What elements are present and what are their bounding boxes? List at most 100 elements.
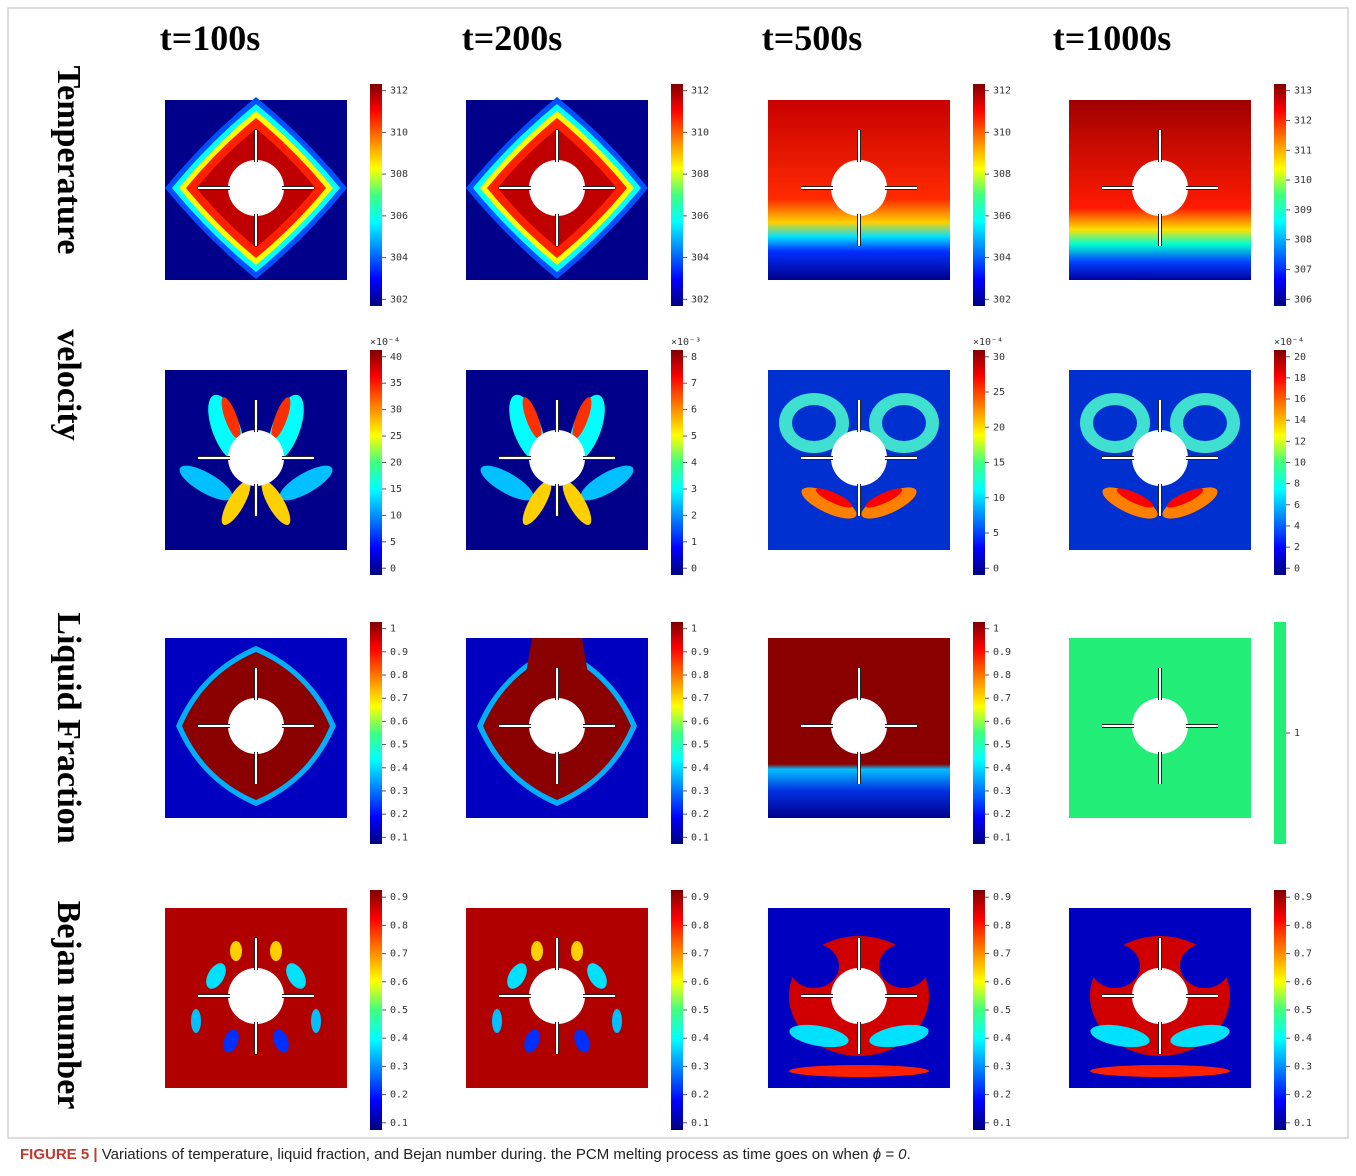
column-title: t=100s — [160, 18, 261, 58]
colorbar-tick-label: 0.8 — [1294, 920, 1312, 931]
colorbar-tick-label: 0.2 — [993, 1090, 1011, 1101]
colorbar-tick-label: 0.6 — [390, 977, 408, 988]
colorbar-tick-label: 0.5 — [993, 1005, 1011, 1016]
colorbar — [973, 350, 985, 575]
colorbar-tick-label: 35 — [390, 378, 402, 389]
colorbar-tick-label: 308 — [993, 169, 1011, 180]
colorbar-tick-label: 0.4 — [993, 1033, 1011, 1044]
colorbar-tick-label: 0.9 — [691, 647, 709, 658]
colorbar-tick-label: 8 — [691, 352, 697, 363]
colorbar-tick-label: 0.6 — [691, 716, 709, 727]
colorbar-tick-label: 10 — [390, 510, 402, 521]
heat-source — [833, 162, 885, 214]
colorbar-tick-label: 0.7 — [691, 949, 709, 960]
colorbar-tick-label: 313 — [1294, 86, 1312, 97]
colorbar-tick-label: 0.7 — [691, 693, 709, 704]
colorbar-tick-label: 5 — [993, 528, 999, 539]
colorbar-tick-label: 310 — [691, 127, 709, 138]
colorbar-tick-label: 2 — [691, 510, 697, 521]
field-feature — [1180, 944, 1230, 988]
contour-panel: ×10⁻⁴4035302520151050 — [165, 337, 402, 575]
colorbar — [1274, 350, 1286, 575]
colorbar-tick-label: 1 — [390, 624, 396, 635]
colorbar — [370, 890, 382, 1130]
colorbar — [671, 84, 683, 306]
field-feature — [792, 405, 836, 441]
heat-source — [230, 700, 282, 752]
colorbar — [1274, 622, 1286, 844]
colorbar-tick-label: 0.8 — [993, 920, 1011, 931]
colorbar-tick-label: 0.6 — [993, 716, 1011, 727]
colorbar-tick-label: 0.9 — [390, 647, 408, 658]
contour-panel: 313312311310309308307306 — [1069, 84, 1312, 306]
colorbar-exponent: ×10⁻⁴ — [1274, 337, 1304, 348]
colorbar-tick-label: 8 — [1294, 479, 1300, 490]
colorbar-tick-label: 0.7 — [993, 949, 1011, 960]
colorbar-tick-label: 5 — [390, 537, 396, 548]
heat-source — [1134, 700, 1186, 752]
colorbar-tick-label: 310 — [1294, 175, 1312, 186]
colorbar-tick-label: 310 — [993, 127, 1011, 138]
colorbar-tick-label: 302 — [390, 294, 408, 305]
colorbar-tick-label: 7 — [691, 378, 697, 389]
colorbar-tick-label: 306 — [1294, 294, 1312, 305]
colorbar-tick-label: 4 — [691, 458, 697, 469]
field-feature — [571, 941, 583, 961]
column-title: t=500s — [762, 18, 863, 58]
colorbar-tick-label: 311 — [1294, 145, 1312, 156]
colorbar-tick-label: 16 — [1294, 394, 1306, 405]
colorbar-tick-label: 1 — [691, 624, 697, 635]
colorbar-tick-label: 0.8 — [390, 920, 408, 931]
colorbar-tick-label: 14 — [1294, 415, 1306, 426]
colorbar-tick-label: 10 — [993, 493, 1005, 504]
colorbar-tick-label: 0.3 — [993, 1061, 1011, 1072]
colorbar-tick-label: 0.4 — [993, 763, 1011, 774]
colorbar-tick-label: 0.2 — [390, 809, 408, 820]
caption-math: ϕ = 0 — [873, 1146, 907, 1163]
colorbar-tick-label: 0.9 — [993, 892, 1011, 903]
colorbar-tick-label: 0.6 — [993, 977, 1011, 988]
colorbar — [973, 890, 985, 1130]
colorbar-tick-label: 0.4 — [691, 763, 709, 774]
field-feature — [789, 1065, 929, 1077]
contour-panel: ×10⁻³876543210 — [466, 337, 701, 575]
colorbar-tick-label: 302 — [691, 294, 709, 305]
colorbar — [973, 84, 985, 306]
heat-source — [1134, 162, 1186, 214]
colorbar-tick-label: 302 — [993, 294, 1011, 305]
heat-source — [833, 700, 885, 752]
field-feature — [191, 1009, 201, 1033]
figure: t=100st=200st=500st=1000sTemperaturevelo… — [0, 0, 1356, 1176]
colorbar-tick-label: 0.3 — [691, 1061, 709, 1072]
colorbar-tick-label: 0.5 — [691, 740, 709, 751]
contour-panel: 10.90.80.70.60.50.40.30.20.1 — [466, 622, 709, 844]
colorbar-tick-label: 0.9 — [390, 892, 408, 903]
colorbar-tick-label: 0.2 — [691, 1090, 709, 1101]
field-feature — [1090, 1065, 1230, 1077]
colorbar-tick-label: 0.8 — [993, 670, 1011, 681]
colorbar-tick-label: 0.7 — [390, 949, 408, 960]
colorbar — [671, 350, 683, 575]
colorbar-tick-label: 0.5 — [691, 1005, 709, 1016]
heat-source — [531, 162, 583, 214]
colorbar-tick-label: 0.9 — [691, 892, 709, 903]
heat-source — [531, 700, 583, 752]
colorbar-tick-label: 15 — [993, 458, 1005, 469]
colorbar-exponent: ×10⁻⁴ — [973, 337, 1003, 348]
colorbar-tick-label: 0.5 — [1294, 1005, 1312, 1016]
colorbar-tick-label: 1 — [1294, 728, 1300, 739]
heat-source — [230, 432, 282, 484]
colorbar-tick-label: 0.3 — [390, 1061, 408, 1072]
row-label: velocity — [50, 329, 87, 440]
colorbar-tick-label: 25 — [993, 387, 1005, 398]
colorbar — [671, 890, 683, 1130]
heat-source — [230, 162, 282, 214]
colorbar-tick-label: 18 — [1294, 373, 1306, 384]
colorbar-tick-label: 0.1 — [390, 832, 408, 843]
contour-panel: 0.90.80.70.60.50.40.30.20.1 — [768, 890, 1011, 1130]
field-feature — [492, 1009, 502, 1033]
colorbar-tick-label: 308 — [1294, 235, 1312, 246]
colorbar-tick-label: 0.6 — [691, 977, 709, 988]
